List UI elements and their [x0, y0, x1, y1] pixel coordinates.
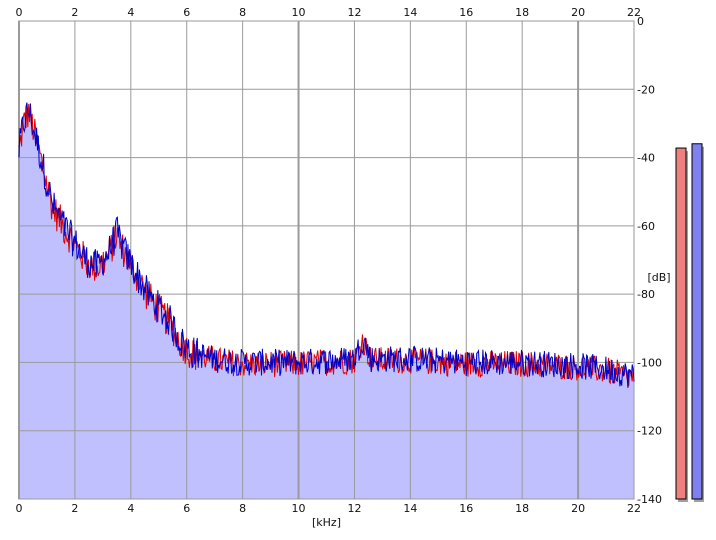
x-tick-label-top: 16	[459, 6, 473, 19]
x-tick-label-top: 2	[71, 6, 78, 19]
y-axis-right: 0 -20 -40 -60 -80 -100 -120 -140	[637, 15, 662, 506]
x-tick-label-top: 22	[627, 6, 641, 19]
level-meters	[675, 143, 704, 503]
x-axis-label: [kHz]	[312, 516, 341, 529]
spectrum-area	[19, 102, 634, 499]
x-tick-label: 22	[627, 502, 641, 515]
x-tick-label-top: 10	[292, 6, 306, 19]
y-tick-label: -120	[637, 425, 662, 438]
x-tick-label: 4	[127, 502, 134, 515]
x-axis-bottom: 0 2 4 6 8 10 12 14 16 18 20 22	[16, 502, 642, 515]
meter-bar-2	[691, 143, 703, 500]
x-tick-label-top: 4	[127, 6, 134, 19]
spectrum-lines	[18, 102, 635, 388]
x-tick-label-top: 14	[403, 6, 417, 19]
x-tick-label: 2	[71, 502, 78, 515]
x-tick-label-top: 0	[16, 6, 23, 19]
series-line-2	[18, 102, 635, 388]
x-tick-label: 16	[459, 502, 473, 515]
y-tick-label: -60	[637, 220, 655, 233]
x-tick-label-top: 20	[571, 6, 585, 19]
x-tick-label-top: 8	[239, 6, 246, 19]
x-tick-label: 10	[292, 502, 306, 515]
spectrum-fill	[19, 102, 634, 499]
y-tick-label: 0	[637, 15, 644, 28]
y-tick-label: -100	[637, 356, 662, 369]
x-tick-label: 18	[515, 502, 529, 515]
x-tick-label: 8	[239, 502, 246, 515]
x-tick-label-top: 6	[183, 6, 190, 19]
x-tick-label: 12	[347, 502, 361, 515]
x-tick-label-top: 12	[347, 6, 361, 19]
y-axis-label: [dB]	[647, 271, 670, 284]
y-tick-label: -140	[637, 493, 662, 506]
y-tick-label: -40	[637, 152, 655, 165]
y-tick-label: -80	[637, 288, 655, 301]
y-tick-label: -20	[637, 83, 655, 96]
x-tick-label: 14	[403, 502, 417, 515]
x-tick-label: 20	[571, 502, 585, 515]
x-tick-label: 0	[16, 502, 23, 515]
x-tick-label-top: 18	[515, 6, 529, 19]
meter-bar-1	[675, 147, 687, 500]
x-tick-label: 6	[183, 502, 190, 515]
x-axis-top: 0 2 4 6 8 10 12 14 16 18 20 22	[16, 6, 642, 19]
